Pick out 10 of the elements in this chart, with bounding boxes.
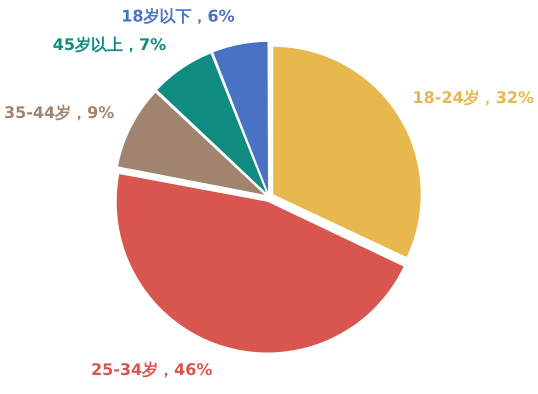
slice-label: 35-44岁	[4, 103, 72, 122]
data-label: ，32%	[480, 88, 534, 108]
data-label: ，9%	[71, 103, 114, 122]
data-label: ，6%	[192, 6, 235, 26]
slice-label: 25-34岁	[90, 360, 158, 380]
slice-label: 18-24岁	[412, 88, 480, 108]
data-label: ，46%	[158, 360, 212, 380]
slice-label: 45岁以上	[52, 34, 123, 54]
data-label: ，7%	[122, 34, 166, 54]
slice-label: 18岁以下	[121, 6, 192, 26]
